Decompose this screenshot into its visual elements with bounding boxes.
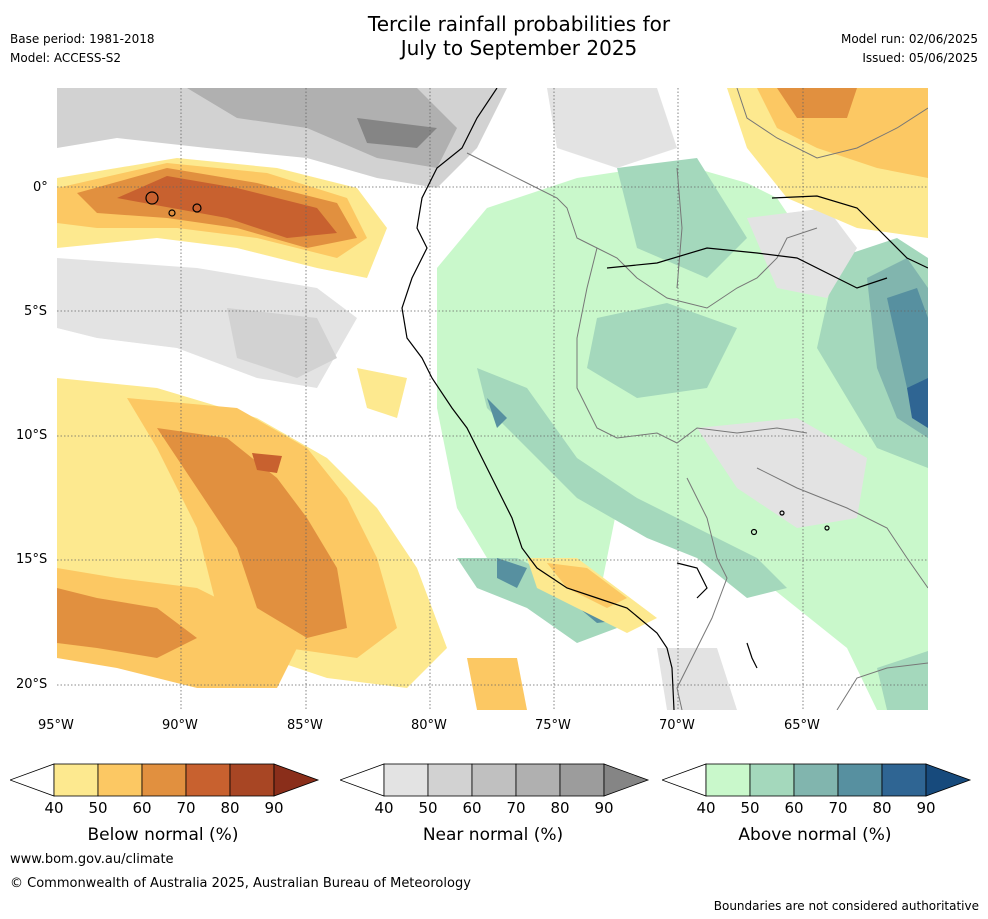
colorbar-swatch: [141, 763, 187, 797]
colorbar-low-triangle: [10, 763, 55, 797]
colorbar-above-normal: 40 50 60 70 80 90 Above normal (%): [662, 762, 972, 852]
colorbar-tick-label: 50: [418, 799, 438, 817]
colorbar-swatch: [559, 763, 605, 797]
colorbar-tick-label: 60: [784, 799, 804, 817]
colorbar-swatch: [471, 763, 517, 797]
lat-label-20s: 20°S: [16, 677, 48, 692]
colorbar-tick-label: 80: [872, 799, 892, 817]
colorbar-low-triangle: [340, 763, 385, 797]
colorbar-swatch: [515, 763, 561, 797]
country-borders: [466, 88, 928, 710]
colorbar-swatch: [427, 763, 473, 797]
model-name: Model: ACCESS-S2: [10, 51, 122, 65]
lat-label-5s: 5°S: [24, 304, 48, 319]
lat-label-15s: 15°S: [16, 552, 48, 567]
issued-date: Issued: 05/06/2025: [862, 51, 978, 65]
colorbar-below-normal: 40 50 60 70 80 90 Below normal (%): [10, 762, 320, 852]
colorbar-tick-label: 80: [550, 799, 570, 817]
lat-label-0: 0°: [33, 180, 48, 195]
lon-label-75w: 75°W: [535, 718, 571, 733]
map-title-line2: July to September 2025: [400, 36, 638, 60]
colorbar-below-normal-swatches: [10, 763, 320, 797]
below-normal-region: [57, 88, 928, 710]
lon-label-85w: 85°W: [287, 718, 323, 733]
colorbar-swatch: [97, 763, 143, 797]
copyright-notice: © Commonwealth of Australia 2025, Austra…: [10, 876, 471, 891]
colorbar-tick-label: 70: [828, 799, 848, 817]
colorbar-near-normal-swatches: [340, 763, 650, 797]
colorbar-tick-label: 40: [44, 799, 64, 817]
colorbar-high-triangle: [273, 763, 320, 797]
lon-label-65w: 65°W: [784, 718, 820, 733]
colorbar-swatch: [229, 763, 275, 797]
colorbar-tick-label: 90: [594, 799, 614, 817]
colorbar-below-normal-title: Below normal (%): [87, 825, 239, 845]
colorbar-tick-label: 50: [88, 799, 108, 817]
colorbar-tick-label: 50: [740, 799, 760, 817]
colorbar-swatch: [837, 763, 883, 797]
lat-label-10s: 10°S: [16, 428, 48, 443]
colorbar-tick-label: 60: [462, 799, 482, 817]
colorbar-tick-label: 90: [916, 799, 936, 817]
colorbar-swatch: [705, 763, 751, 797]
colorbar-tick-label: 40: [374, 799, 394, 817]
model-run: Model run: 02/06/2025: [840, 32, 978, 46]
map-title-line1: Tercile rainfall probabilities for: [367, 12, 671, 36]
colorbar-above-normal-swatches: [662, 763, 972, 797]
colorbar-tick-label: 40: [696, 799, 716, 817]
colorbar-swatch: [185, 763, 231, 797]
boundary-disclaimer: Boundaries are not considered authoritat…: [713, 899, 979, 913]
lon-label-70w: 70°W: [659, 718, 695, 733]
coastline: [145, 88, 928, 710]
colorbar-swatch: [793, 763, 839, 797]
map-title: Tercile rainfall probabilities for July …: [294, 12, 744, 60]
colorbar-high-triangle: [925, 763, 972, 797]
colorbar-swatch: [881, 763, 927, 797]
colorbar-above-normal-title: Above normal (%): [738, 825, 892, 845]
lon-label-80w: 80°W: [411, 718, 447, 733]
colorbar-swatch: [53, 763, 99, 797]
colorbar-tick-label: 90: [264, 799, 284, 817]
colorbar-low-triangle: [662, 763, 707, 797]
colorbar-tick-label: 80: [220, 799, 240, 817]
colorbar-high-triangle: [603, 763, 650, 797]
colorbar-swatch: [383, 763, 429, 797]
lon-label-90w: 90°W: [162, 718, 198, 733]
colorbar-swatch: [749, 763, 795, 797]
lon-label-95w: 95°W: [38, 718, 74, 733]
colorbar-tick-label: 60: [132, 799, 152, 817]
colorbar-near-normal-title: Near normal (%): [422, 825, 564, 845]
rainfall-map: [57, 88, 928, 710]
website-link[interactable]: www.bom.gov.au/climate: [10, 852, 174, 867]
colorbar-tick-label: 70: [506, 799, 526, 817]
base-period: Base period: 1981-2018: [10, 32, 155, 46]
colorbar-tick-label: 70: [176, 799, 196, 817]
colorbar-near-normal: 40 50 60 70 80 90 Near normal (%): [340, 762, 650, 852]
map-gridlines: [57, 88, 928, 710]
